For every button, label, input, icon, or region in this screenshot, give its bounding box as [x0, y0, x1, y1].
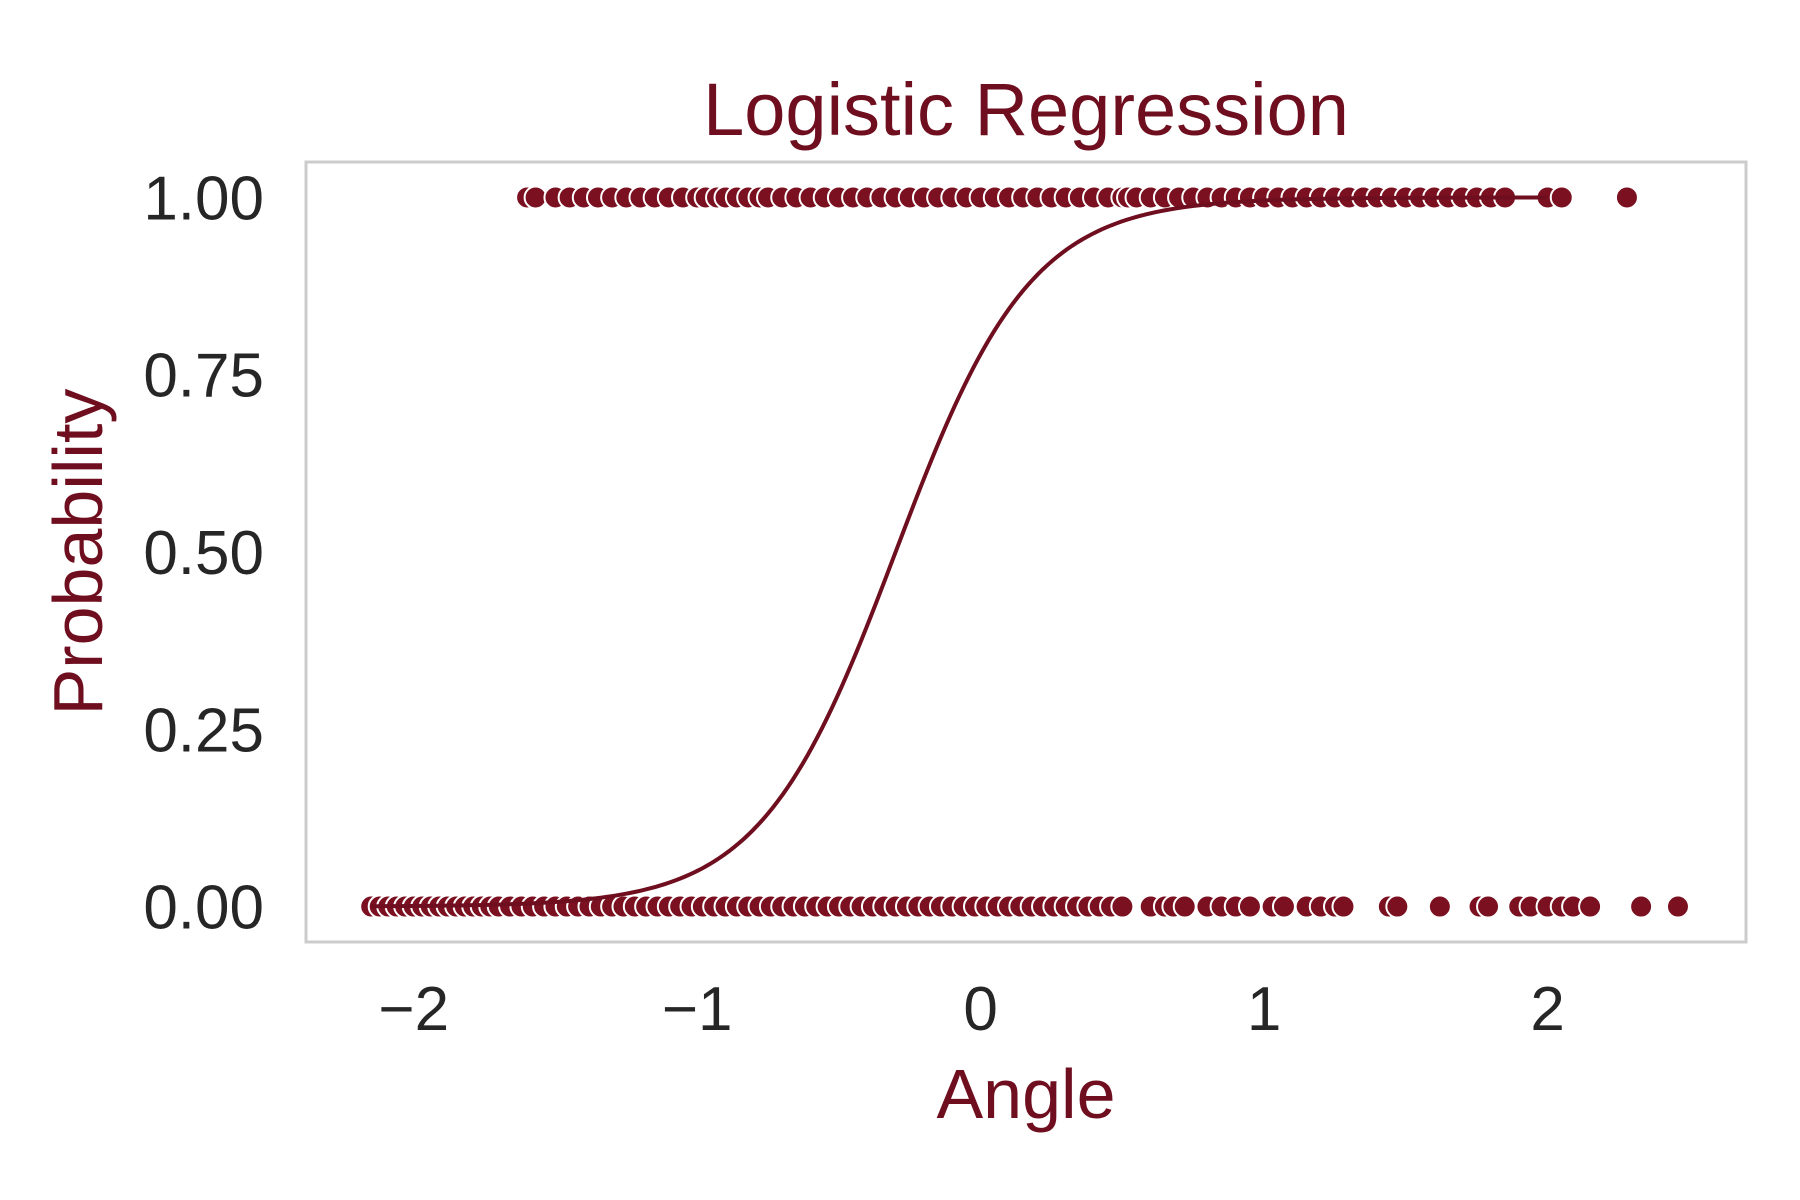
x-axis-ticks: −2 −1 0 1 2 [378, 975, 1564, 1044]
data-point [1331, 894, 1356, 919]
data-point [1549, 185, 1574, 210]
plot-points [359, 185, 1690, 919]
x-axis-label: Angle [936, 1055, 1115, 1133]
data-point [523, 185, 548, 210]
plot-frame [304, 160, 1748, 944]
y-tick-label: 0.00 [143, 874, 264, 943]
x-tick-label: 2 [1530, 975, 1564, 1044]
data-point [1665, 894, 1690, 919]
x-tick-label: 0 [963, 975, 997, 1044]
logistic-fit-curve [371, 195, 1548, 909]
y-tick-label: 1.00 [143, 164, 264, 233]
x-tick-label: −2 [378, 975, 449, 1044]
y-axis-ticks: 0.00 0.25 0.50 0.75 1.00 [143, 164, 264, 942]
data-point [1385, 894, 1410, 919]
y-tick-label: 0.50 [143, 519, 264, 588]
data-point [1271, 894, 1296, 919]
data-point [1237, 894, 1262, 919]
data-point [1629, 894, 1654, 919]
data-point [1427, 894, 1452, 919]
data-point [1476, 894, 1501, 919]
chart-title: Logistic Regression [703, 68, 1349, 151]
x-tick-label: −1 [662, 975, 733, 1044]
y-tick-label: 0.75 [143, 342, 264, 411]
data-point [1172, 894, 1197, 919]
data-point [1578, 894, 1603, 919]
y-tick-label: 0.25 [143, 696, 264, 765]
data-point [1110, 894, 1135, 919]
x-tick-label: 1 [1247, 975, 1281, 1044]
y-axis-label: Probability [39, 389, 117, 716]
data-point [1614, 185, 1639, 210]
